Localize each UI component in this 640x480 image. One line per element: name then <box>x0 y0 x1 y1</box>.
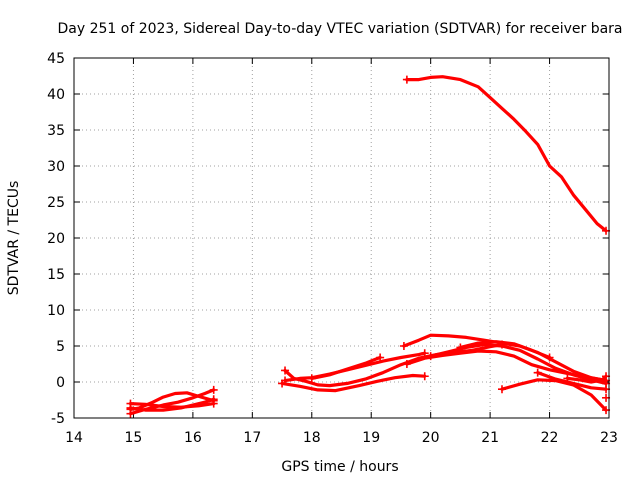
series-track-i-start-marker <box>402 75 411 84</box>
y-tick-label: 40 <box>47 87 65 103</box>
series-track-j-start-marker <box>399 342 408 350</box>
series-track-g <box>280 373 427 393</box>
series-track-d-start-marker <box>126 399 135 408</box>
series-track-h-start-marker <box>307 374 316 383</box>
series-track-p-start-marker <box>563 374 572 383</box>
y-tick-label: 25 <box>47 195 65 211</box>
series-track-b <box>128 391 216 411</box>
series-track-n-start-marker <box>498 385 506 394</box>
x-tick-label: 22 <box>541 430 559 446</box>
series-track-m-start-marker <box>456 343 465 352</box>
series-track-d-end-marker <box>209 399 218 408</box>
series-track-g-start-marker <box>278 379 287 388</box>
series-track-n <box>500 378 608 412</box>
chart-title: Day 251 of 2023, Sidereal Day-to-day VTE… <box>57 21 622 37</box>
series-track-o <box>536 371 608 391</box>
y-axis-title: SDTVAR / TECUs <box>6 181 22 296</box>
grid-layer <box>74 58 609 418</box>
series-track-f-end-marker <box>420 349 429 358</box>
series-layer <box>126 75 611 418</box>
y-tick-label: 10 <box>47 303 65 319</box>
y-tick-label: 30 <box>47 159 65 175</box>
series-track-l-start-marker <box>402 360 411 368</box>
x-axis-title: GPS time / hours <box>281 459 398 475</box>
series-track-d <box>128 402 216 409</box>
y-tick-label: 20 <box>47 231 65 247</box>
x-tick-label: 17 <box>243 430 261 446</box>
series-track-e-start-marker <box>281 366 290 375</box>
series-track-i <box>405 75 608 233</box>
x-tick-label: 18 <box>303 430 321 446</box>
x-tick-label: 14 <box>65 430 83 446</box>
y-tick-label: 0 <box>56 375 65 391</box>
y-tick-label: 45 <box>47 51 65 67</box>
series-track-m-end-marker <box>545 353 554 362</box>
y-tick-label: 35 <box>47 123 65 139</box>
series-track-p <box>565 374 608 384</box>
y-tick-label: -5 <box>51 411 65 427</box>
series-track-h-end-marker <box>376 353 385 362</box>
ticks-layer: 14 15 16 17 18 19 20 21 22 23 -5 0 5 10 15 20 25 30 35 40 45 <box>47 51 618 446</box>
series-track-l <box>405 349 605 382</box>
x-tick-label: 21 <box>481 430 499 446</box>
x-tick-label: 16 <box>184 430 202 446</box>
x-tick-label: 20 <box>422 430 440 446</box>
series-track-a-end-marker <box>209 385 218 394</box>
series-track-o-start-marker <box>533 368 542 377</box>
y-tick-label: 5 <box>56 339 65 355</box>
plot-frame <box>73 57 610 419</box>
series-track-g-end-marker <box>420 372 429 381</box>
x-tick-label: 23 <box>600 430 618 446</box>
series-track-h <box>310 355 382 380</box>
series-track-k <box>429 343 608 385</box>
series-track-m <box>458 340 552 360</box>
x-tick-label: 19 <box>362 430 380 446</box>
y-tick-label: 15 <box>47 267 65 283</box>
x-tick-label: 15 <box>125 430 143 446</box>
